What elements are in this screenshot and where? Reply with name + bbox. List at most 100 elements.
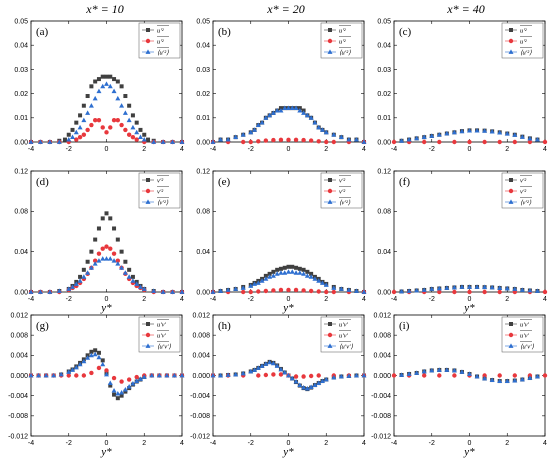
data-point <box>141 286 147 291</box>
x-tick-label: 2 <box>142 440 146 447</box>
data-point <box>70 127 75 132</box>
data-point <box>429 133 435 138</box>
data-point <box>51 372 57 378</box>
data-point <box>146 137 151 142</box>
legend-marker <box>146 322 150 326</box>
legend: v′² v′² ⟨v′²⟩ <box>501 172 544 209</box>
data-point <box>444 130 450 136</box>
data-point <box>293 270 299 275</box>
data-point <box>452 289 457 295</box>
x-tick-label: -4 <box>391 146 397 153</box>
data-point <box>489 284 495 290</box>
data-point <box>353 136 359 142</box>
y-tick-label: 0.03 <box>377 67 391 74</box>
data-point <box>138 127 143 132</box>
panel-e: 0.00 0.04 0.08 0.12 -4 -2 0 2 4 y* (e) v′² v′² ⟨v′²⟩ <box>196 168 367 314</box>
data-point <box>267 271 272 276</box>
data-point <box>134 374 139 380</box>
data-point <box>179 289 185 294</box>
data-point <box>74 120 79 125</box>
data-point <box>278 366 284 372</box>
data-point <box>92 261 98 266</box>
y-tick-label: 0.05 <box>14 18 28 25</box>
data-point <box>119 84 124 89</box>
data-point <box>391 139 397 145</box>
data-point <box>92 95 98 101</box>
data-point <box>482 128 488 133</box>
data-point <box>323 129 329 135</box>
data-point <box>104 130 109 135</box>
data-point <box>316 278 322 283</box>
legend: v′² v′² ⟨v′²⟩ <box>138 172 181 209</box>
data-point <box>134 137 139 142</box>
data-point <box>421 134 427 140</box>
y-tick-label: 0.012 <box>373 312 391 319</box>
legend-label: v′² <box>157 177 164 184</box>
data-point <box>444 367 450 372</box>
legend-marker <box>509 28 513 32</box>
x-axis-label: y* <box>100 302 112 314</box>
data-point <box>286 264 291 269</box>
legend-marker <box>327 49 333 54</box>
data-point <box>338 134 344 140</box>
x-tick-label: 0 <box>287 296 291 303</box>
legend-marker <box>509 322 513 326</box>
data-point <box>274 271 280 276</box>
data-point <box>271 137 276 143</box>
data-point <box>70 367 76 372</box>
data-point <box>437 289 442 295</box>
data-point <box>134 120 139 125</box>
data-point <box>233 371 239 377</box>
data-point <box>218 136 224 142</box>
data-point <box>267 112 273 118</box>
data-point <box>96 365 102 371</box>
data-point <box>519 287 525 292</box>
data-point <box>301 271 307 276</box>
data-point <box>323 376 329 382</box>
x-tick-label: 4 <box>180 440 184 447</box>
data-point <box>100 74 105 79</box>
data-point <box>406 288 412 293</box>
column-title-2: x* = 20 <box>266 2 304 16</box>
legend-marker <box>508 49 514 54</box>
legend-label: ⟨v′²⟩ <box>339 199 351 206</box>
data-point <box>96 226 101 231</box>
data-point <box>137 376 143 381</box>
data-point <box>353 288 359 293</box>
y-tick-label: -0.012 <box>190 433 210 440</box>
x-tick-label: 2 <box>142 296 146 303</box>
data-point <box>319 127 325 132</box>
data-point <box>278 107 284 113</box>
data-point <box>179 372 185 378</box>
panel-label: (a) <box>36 26 49 38</box>
data-point <box>126 132 132 137</box>
data-point <box>406 136 412 142</box>
data-point <box>126 383 132 389</box>
legend-marker <box>327 343 333 348</box>
legend-label: u′v′ <box>520 332 530 339</box>
data-point <box>240 285 246 290</box>
data-point <box>259 278 265 283</box>
y-tick-label: 0.000 <box>192 373 210 380</box>
legend: u′v′ u′v′ ⟨u′v′⟩ <box>320 316 363 353</box>
data-point <box>126 377 132 382</box>
data-point <box>225 287 231 292</box>
data-point <box>28 289 34 294</box>
data-point <box>70 284 76 289</box>
data-point <box>107 83 113 89</box>
data-point <box>96 354 102 360</box>
legend: v′² v′² ⟨v′²⟩ <box>320 172 363 209</box>
x-tick-label: -4 <box>28 440 34 447</box>
data-point <box>282 270 288 275</box>
data-point <box>316 139 321 144</box>
data-point <box>160 139 166 144</box>
data-point <box>542 289 548 295</box>
data-point <box>88 265 94 270</box>
data-point <box>123 127 128 133</box>
data-point <box>123 389 128 394</box>
y-tick-label: 0.000 <box>373 373 391 380</box>
data-point <box>331 289 336 295</box>
data-point <box>316 289 321 294</box>
data-point <box>96 88 102 94</box>
data-point <box>474 284 480 289</box>
